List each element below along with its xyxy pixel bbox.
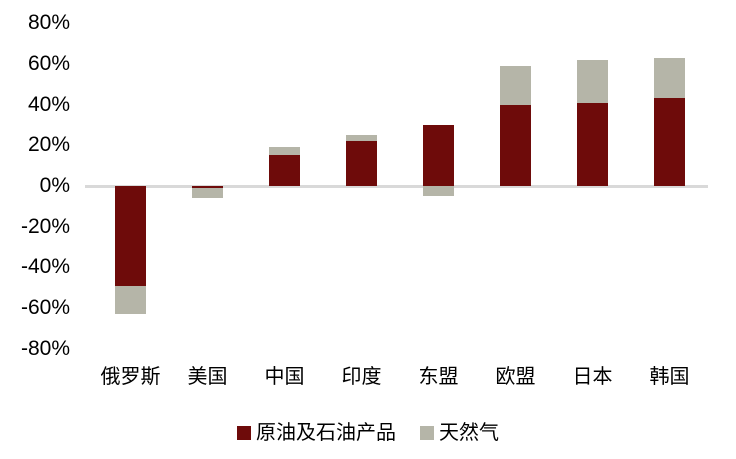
bar-segment-oil-6	[577, 102, 608, 186]
bar-segment-gas-6	[577, 59, 608, 103]
x-axis-category-label: 欧盟	[495, 366, 536, 388]
bar-segment-gas-7	[654, 57, 685, 99]
x-axis-category-label: 印度	[341, 366, 382, 388]
bar-segment-oil-1	[192, 186, 223, 189]
bar-segment-oil-0	[115, 186, 146, 286]
y-axis-tick-label: 40%	[27, 92, 70, 116]
bar-segment-oil-3	[346, 141, 377, 186]
legend-label: 原油及石油产品	[256, 422, 396, 444]
y-axis-tick-label: 60%	[27, 51, 70, 75]
x-axis-category-label: 韩国	[649, 366, 690, 388]
bar-segment-oil-5	[500, 104, 531, 186]
legend-swatch-icon	[420, 426, 434, 440]
y-axis-tick-label: 20%	[27, 133, 70, 157]
bar-segment-gas-5	[500, 65, 531, 105]
bar-segment-gas-0	[115, 285, 146, 315]
legend-swatch-icon	[237, 426, 251, 440]
y-axis-tick-label: 80%	[27, 11, 70, 35]
y-axis-tick-label: -80%	[20, 336, 70, 360]
bar-segment-oil-4	[423, 124, 454, 186]
y-axis-tick-label: -40%	[20, 255, 70, 279]
legend-item-gas: 天然气	[420, 421, 499, 445]
y-axis-tick-label: -20%	[20, 214, 70, 238]
bar-segment-oil-2	[269, 155, 300, 186]
y-axis-tick-label: 0%	[39, 174, 70, 197]
y-axis-tick-label: -60%	[20, 296, 70, 320]
bar-segment-gas-2	[269, 147, 300, 156]
bar-segment-gas-3	[346, 135, 377, 142]
x-axis-category-label: 俄罗斯	[100, 366, 161, 388]
zero-axis-line	[85, 185, 708, 188]
x-axis-category-label: 美国	[187, 366, 228, 388]
legend-item-oil: 原油及石油产品	[237, 421, 396, 445]
x-axis-category-label: 中国	[264, 366, 305, 388]
legend-label: 天然气	[439, 422, 499, 444]
x-axis-category-label: 日本	[572, 366, 613, 388]
x-axis-category-label: 东盟	[418, 366, 459, 388]
bar-segment-oil-7	[654, 98, 685, 186]
chart-legend: 原油及石油产品 天然气	[0, 421, 736, 445]
bar-segment-gas-1	[192, 188, 223, 199]
bar-segment-gas-4	[423, 186, 454, 197]
